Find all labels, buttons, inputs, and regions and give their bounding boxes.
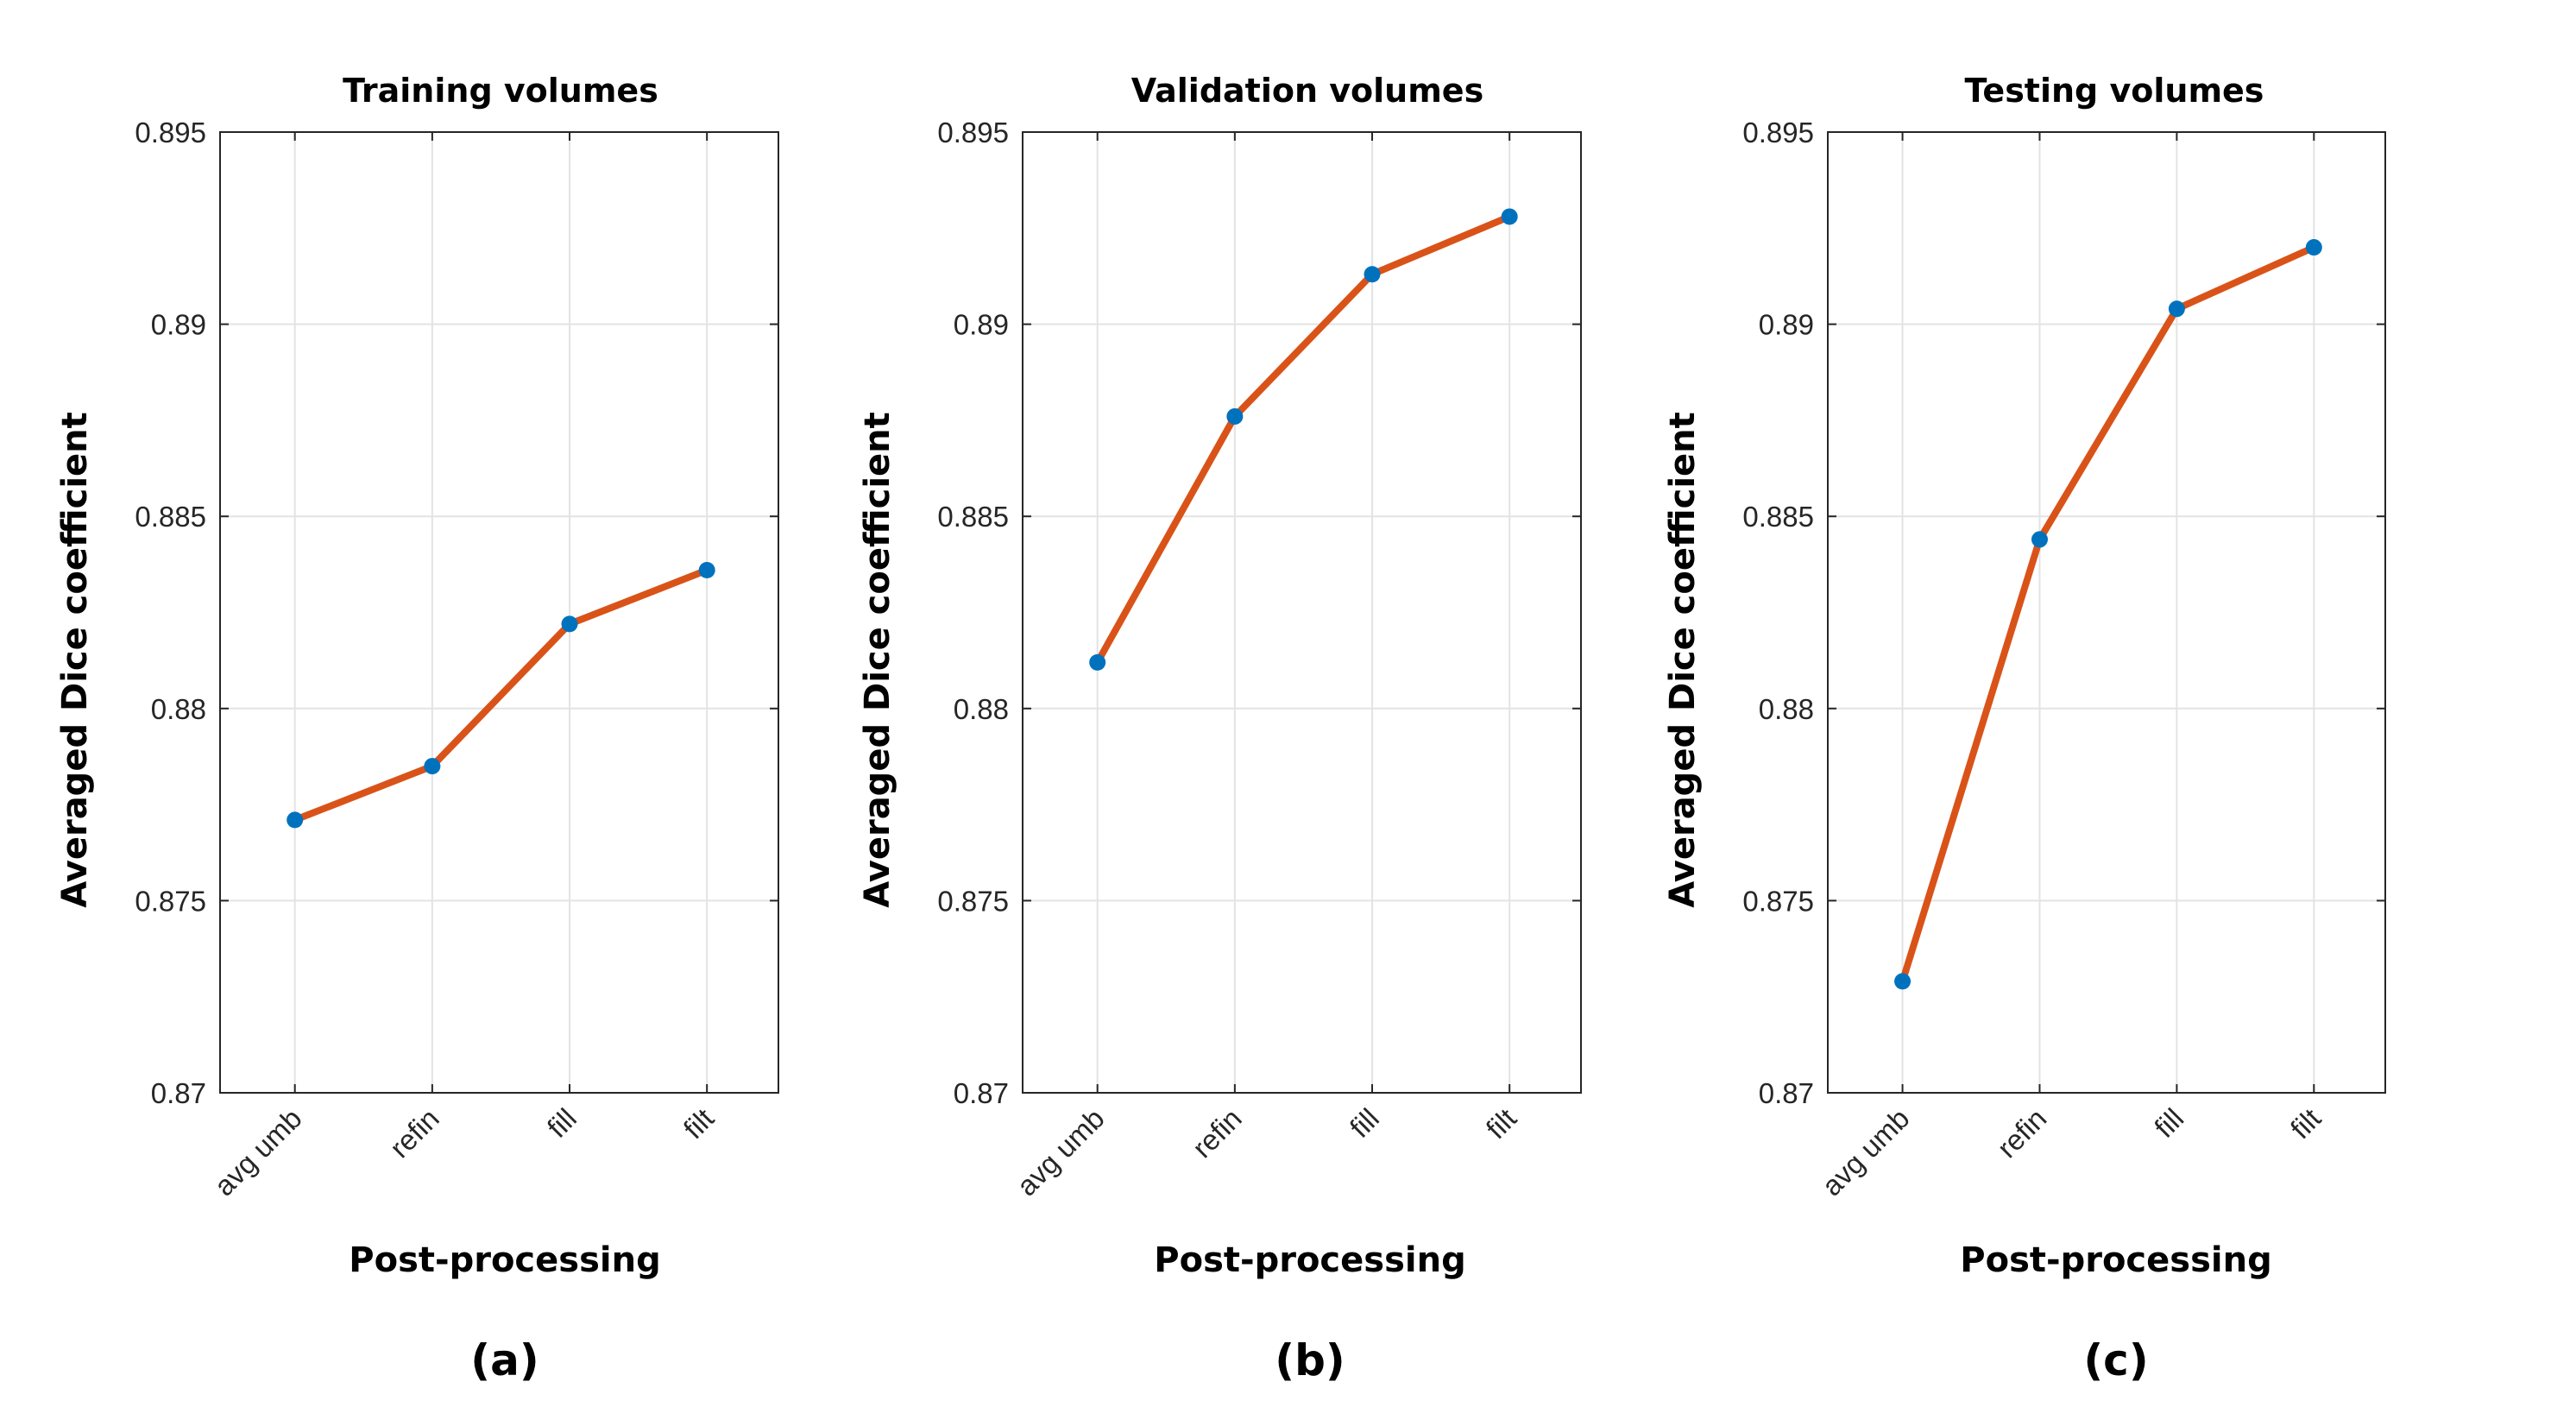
y-tick-label: 0.895 <box>937 117 1009 148</box>
x-tick-label: filt <box>2284 1102 2327 1145</box>
x-tick-label: avg umb <box>1011 1102 1111 1202</box>
y-tick-label: 0.89 <box>954 309 1009 341</box>
data-point <box>1894 973 1912 990</box>
panel-caption: (c) <box>2083 1335 2148 1385</box>
y-tick-label: 0.895 <box>135 117 206 148</box>
x-tick-label: fill <box>541 1102 583 1144</box>
series-line <box>1093 212 1514 666</box>
data-point <box>287 811 304 829</box>
data-point <box>2168 300 2185 318</box>
y-axis-label: Averaged Dice coefficient <box>1663 412 1703 908</box>
panel-validation: 0.87 0.875 0.88 0.885 0.89 0.895 avg umb refin f… <box>858 72 1582 1385</box>
x-tick-label: refin <box>1991 1102 2053 1164</box>
y-tick-label: 0.885 <box>937 501 1009 533</box>
chart-title: Training volumes <box>343 72 658 110</box>
x-tick-label: fill <box>2148 1102 2189 1144</box>
axes-box <box>219 131 779 1094</box>
y-tick-label: 0.875 <box>1742 885 1814 917</box>
y-tick-label: 0.88 <box>1759 693 1814 725</box>
data-point <box>2031 531 2048 548</box>
data-point <box>1089 653 1106 671</box>
y-axis-label: Averaged Dice coefficient <box>858 412 898 908</box>
y-tick-label: 0.89 <box>1759 309 1814 341</box>
x-tick-label: filt <box>1480 1102 1522 1145</box>
y-tick-label: 0.88 <box>954 693 1009 725</box>
y-tick-label: 0.89 <box>151 309 206 341</box>
axes-box <box>1022 131 1582 1094</box>
x-tick-label: avg umb <box>1816 1102 1916 1202</box>
y-tick-label: 0.885 <box>1742 501 1814 533</box>
y-tick-label: 0.87 <box>954 1077 1009 1109</box>
chart-title: Testing volumes <box>1965 72 2264 110</box>
data-point <box>424 758 441 775</box>
x-tick-label: refin <box>383 1102 445 1164</box>
plot-area <box>220 132 778 1093</box>
data-point <box>1364 266 1381 283</box>
x-axis-label: Post-processing <box>1960 1240 2271 1280</box>
y-tick-label: 0.885 <box>135 501 206 533</box>
y-tick-label: 0.875 <box>937 885 1009 917</box>
panel-caption: (b) <box>1275 1335 1345 1385</box>
y-tick-label: 0.88 <box>151 693 206 725</box>
x-tick-label: filt <box>677 1102 720 1145</box>
x-axis-label: Post-processing <box>349 1240 660 1280</box>
x-tick-label: avg umb <box>208 1102 308 1202</box>
y-tick-label: 0.875 <box>135 885 206 917</box>
x-tick-label: fill <box>1344 1102 1385 1144</box>
chart-title: Validation volumes <box>1131 72 1483 110</box>
data-point <box>1501 208 1518 225</box>
axes-box <box>1827 131 2386 1094</box>
y-tick-label: 0.87 <box>1759 1077 1814 1109</box>
series-line <box>291 566 711 823</box>
series-line <box>1899 243 2318 985</box>
panel-training: 0.87 0.875 0.88 0.885 0.89 0.895 avg umb refin f… <box>55 72 779 1385</box>
x-axis-label: Post-processing <box>1154 1240 1465 1280</box>
data-point <box>698 562 715 579</box>
y-axis-label: Averaged Dice coefficient <box>55 412 95 908</box>
y-tick-label: 0.87 <box>151 1077 206 1109</box>
x-tick-label: refin <box>1186 1102 1248 1164</box>
plot-area <box>1023 132 1581 1093</box>
data-point <box>1226 407 1244 425</box>
panel-testing: 0.87 0.875 0.88 0.885 0.89 0.895 avg umb refin f… <box>1663 72 2386 1385</box>
data-point <box>2305 239 2322 256</box>
panel-caption: (a) <box>470 1335 539 1385</box>
data-point <box>561 615 578 633</box>
y-tick-label: 0.895 <box>1742 117 1814 148</box>
